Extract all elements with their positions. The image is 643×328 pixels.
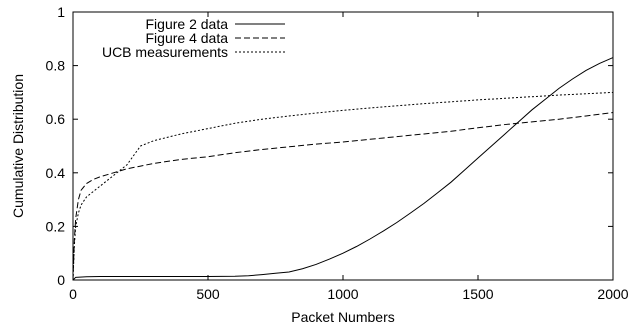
x-axis-label: Packet Numbers: [291, 309, 394, 325]
legend-label: UCB measurements: [102, 44, 228, 60]
x-tick-label: 2000: [597, 286, 628, 302]
x-tick-label: 1000: [327, 286, 358, 302]
x-tick-label: 500: [196, 286, 220, 302]
y-tick-label: 0.2: [46, 218, 66, 234]
legend-label: Figure 4 data: [146, 30, 229, 46]
legend-label: Figure 2 data: [146, 16, 229, 32]
tick-layer: 0 500 1000 1500 2000 0 0.2 0.4 0.6 0.8 1: [46, 4, 629, 302]
y-tick-label: 1: [57, 4, 65, 20]
y-axis-label: Cumulative Distribution: [10, 74, 26, 218]
series-layer: [72, 57, 614, 281]
x-tick-label: 1500: [462, 286, 493, 302]
series-line: [72, 91, 614, 281]
y-tick-label: 0.6: [46, 111, 66, 127]
x-tick-label: 0: [69, 286, 77, 302]
series-line: [72, 57, 614, 281]
y-tick-label: 0: [57, 272, 65, 288]
y-tick-label: 0.4: [46, 165, 66, 181]
series-line: [72, 112, 614, 281]
y-tick-label: 0.8: [46, 58, 66, 74]
plot-frame: [72, 11, 614, 281]
